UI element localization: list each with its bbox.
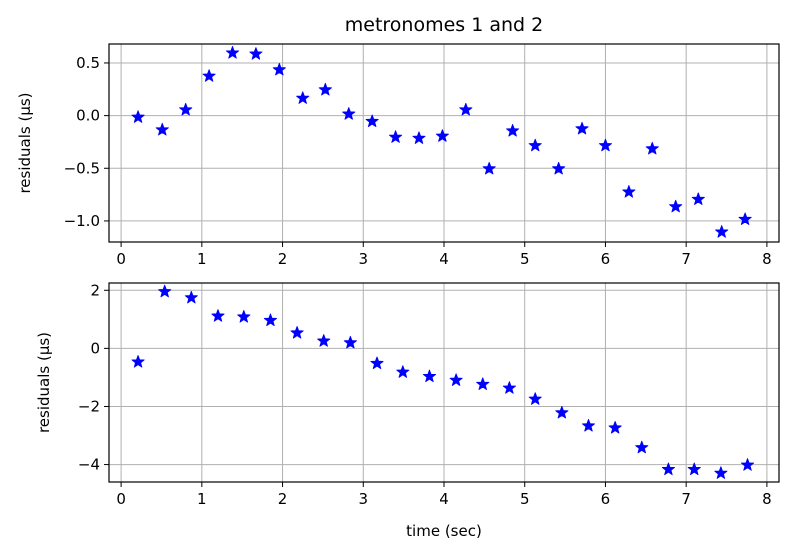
bottom-markers <box>131 284 755 479</box>
top-y-tick-label: −1.0 <box>64 212 100 230</box>
bottom-y-tick-label: 0 <box>90 339 100 357</box>
top-x-tick-label: 1 <box>197 250 207 268</box>
bottom-x-tick-label: 6 <box>601 490 611 508</box>
top-markers <box>131 46 752 238</box>
bottom-x-tick-label: 0 <box>116 490 126 508</box>
bottom-data-point <box>687 462 701 476</box>
top-data-point <box>528 138 542 152</box>
top-data-point <box>342 107 356 120</box>
bottom-data-point <box>661 462 675 476</box>
bottom-data-point <box>290 325 304 339</box>
top-data-point <box>435 129 449 142</box>
bottom-x-tick-label: 2 <box>278 490 288 508</box>
bottom-x-tick-label: 5 <box>520 490 530 508</box>
top-data-point <box>598 138 613 152</box>
top-x-tick-label: 8 <box>762 250 772 268</box>
bottom-y-tick-label: 2 <box>90 281 100 299</box>
top-data-point <box>272 62 286 76</box>
bottom-data-point <box>184 290 198 304</box>
top-data-point <box>622 185 636 198</box>
top-y-tick-label: 0.5 <box>76 54 100 72</box>
top-data-point <box>179 102 193 116</box>
top-data-point <box>365 114 379 128</box>
bottom-data-point <box>131 355 145 368</box>
top-data-point <box>645 141 659 155</box>
bottom-subplot: 0 1 2 3 4 5 6 7 8 2 0 −2 −4 residuals (μs) time (sec… <box>35 281 780 540</box>
bottom-data-point <box>581 418 596 432</box>
top-x-tick-label: 4 <box>439 250 449 268</box>
top-x-tick-label: 2 <box>278 250 288 268</box>
bottom-x-tick-label: 4 <box>439 490 449 508</box>
top-x-tick-label: 7 <box>681 250 691 268</box>
bottom-y-tick-label: −4 <box>78 456 100 474</box>
bottom-data-point <box>317 334 331 347</box>
bottom-data-point <box>343 335 357 349</box>
top-data-point <box>738 212 752 225</box>
top-data-point <box>575 121 589 135</box>
bottom-data-point <box>158 284 172 298</box>
bottom-data-point <box>555 405 569 419</box>
bottom-data-point <box>449 373 463 386</box>
top-y-tick-label: 0.0 <box>76 107 100 125</box>
x-axis-label: time (sec) <box>406 522 482 540</box>
top-x-tick-label: 6 <box>601 250 611 268</box>
bottom-data-point <box>608 420 622 434</box>
bottom-data-point <box>211 309 225 322</box>
top-data-point <box>459 102 473 116</box>
top-grid <box>109 44 779 242</box>
top-data-point <box>412 131 426 144</box>
top-data-point <box>155 122 169 136</box>
bottom-data-point <box>635 440 649 454</box>
top-x-tick-label: 3 <box>359 250 369 268</box>
top-data-point <box>225 46 240 59</box>
bottom-data-point <box>422 369 437 383</box>
top-data-point <box>669 199 683 213</box>
top-data-point <box>318 82 332 96</box>
top-data-point <box>131 110 145 123</box>
bottom-x-tick-label: 3 <box>359 490 369 508</box>
bottom-grid <box>109 283 779 482</box>
top-x-tick-label: 0 <box>116 250 126 268</box>
chart-title: metronomes 1 and 2 <box>345 14 543 36</box>
top-y-tick-label: −0.5 <box>64 159 100 177</box>
top-subplot: 0 1 2 3 4 5 6 7 8 0.5 0.0 −0.5 −1.0 metronomes 1 and… <box>16 14 780 268</box>
top-data-point <box>388 130 403 143</box>
bottom-x-tick-label: 1 <box>197 490 207 508</box>
bottom-data-point <box>263 313 278 327</box>
bottom-ticks: 0 1 2 3 4 5 6 7 8 2 0 −2 −4 <box>78 281 772 508</box>
top-data-point <box>552 161 566 175</box>
top-data-point <box>296 91 310 104</box>
bottom-y-tick-label: −2 <box>78 397 100 415</box>
top-x-tick-label: 5 <box>520 250 530 268</box>
top-ticks: 0 1 2 3 4 5 6 7 8 0.5 0.0 −0.5 −1.0 <box>64 54 772 268</box>
bottom-data-point <box>370 356 384 370</box>
top-y-axis-label: residuals (μs) <box>16 92 34 193</box>
bottom-data-point <box>740 458 755 471</box>
top-data-point <box>249 47 263 60</box>
top-data-point <box>202 69 216 82</box>
bottom-data-point <box>502 381 516 394</box>
top-data-point <box>715 225 729 238</box>
bottom-x-tick-label: 7 <box>681 490 691 508</box>
top-data-point <box>691 192 705 205</box>
top-data-point <box>506 123 520 137</box>
bottom-data-point <box>528 392 542 405</box>
bottom-y-axis-label: residuals (μs) <box>35 332 53 433</box>
bottom-data-point <box>237 310 251 323</box>
bottom-data-point <box>476 377 490 390</box>
bottom-data-point <box>714 466 728 479</box>
bottom-data-point <box>396 365 410 378</box>
top-data-point <box>482 161 496 175</box>
bottom-x-tick-label: 8 <box>762 490 772 508</box>
